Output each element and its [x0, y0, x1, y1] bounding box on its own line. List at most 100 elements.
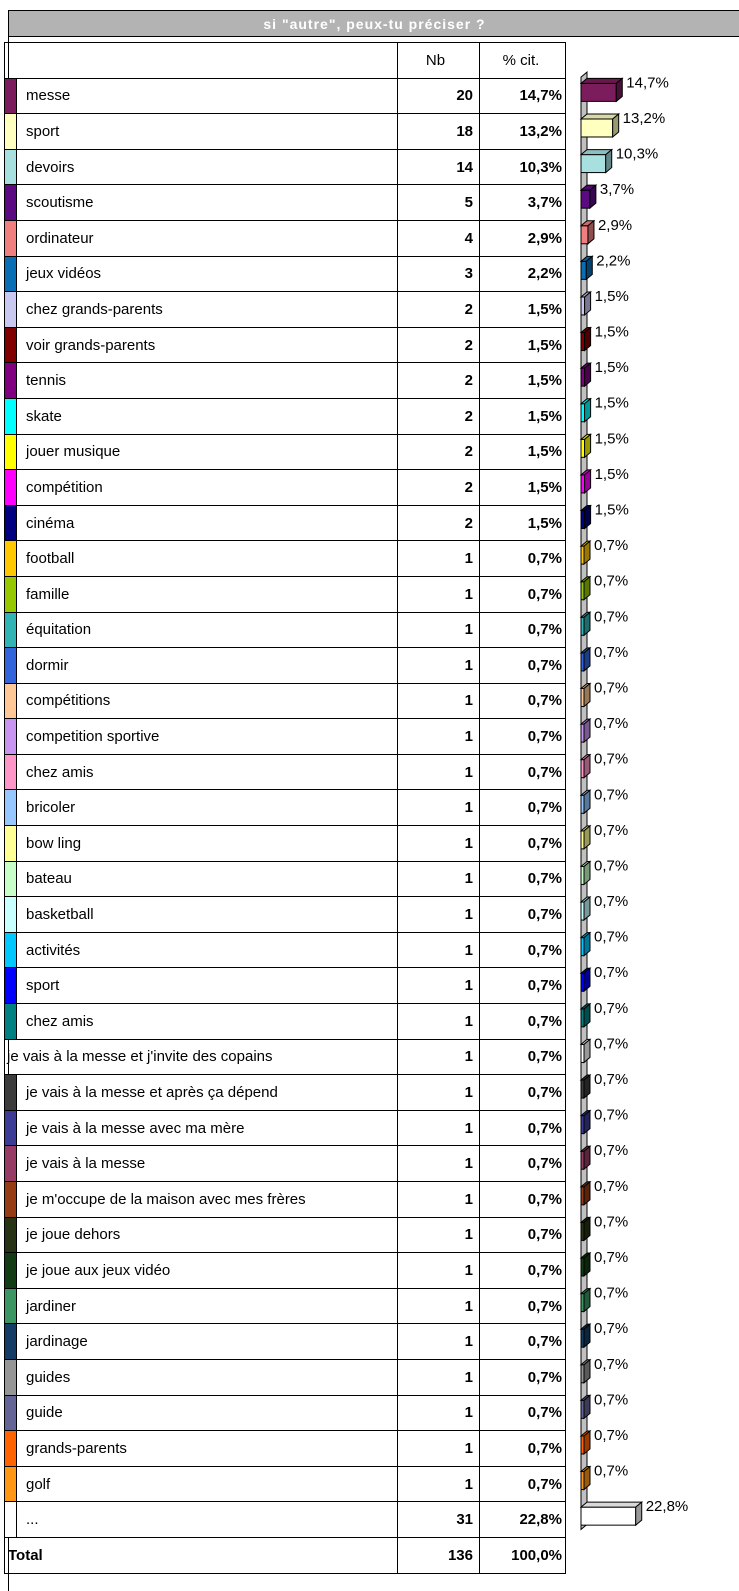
row-percent: 0,7% [479, 1216, 566, 1254]
row-percent: 14,7% [479, 77, 566, 115]
table-row: je joue aux jeux vidéo 1 0,7% [4, 1252, 566, 1289]
row-label-cell: équitation [4, 611, 398, 649]
bar-value-label: 0,7% [594, 1213, 628, 1230]
row-label-cell: basketball [4, 896, 398, 933]
bar-value-label: 0,7% [594, 1142, 628, 1159]
row-count: 2 [397, 504, 480, 542]
bar [579, 397, 592, 423]
legend-swatch [5, 968, 17, 1003]
row-percent: 2,2% [479, 255, 566, 293]
row-percent: 0,7% [479, 825, 566, 862]
row-count: 1 [397, 967, 480, 1005]
row-label: scoutisme [26, 194, 94, 212]
bar [579, 468, 592, 494]
row-label: tennis [26, 372, 67, 390]
bar-value-label: 0,7% [594, 786, 628, 803]
row-label-cell: sport [4, 967, 398, 1005]
row-label: football [26, 550, 75, 568]
table-row: compétition 2 1,5% [4, 469, 566, 506]
bar [579, 326, 592, 352]
bar-value-label: 1,5% [595, 466, 629, 483]
bar-value-label: 14,7% [626, 74, 669, 91]
row-label-cell: famille [4, 575, 398, 613]
results-table: Nb % cit. messe 20 14,7% sport 18 13,2% devoir… [4, 42, 566, 1574]
bar [579, 1323, 592, 1349]
row-label: je m'occupe de la maison avec mes frères [26, 1190, 306, 1208]
row-label-cell: guides [4, 1358, 398, 1396]
legend-swatch [5, 684, 17, 718]
table-row: équitation 1 0,7% [4, 611, 566, 649]
row-percent: 1,5% [479, 397, 566, 435]
bar [579, 1465, 592, 1491]
row-count: 20 [397, 77, 480, 115]
row-percent: 2,9% [479, 219, 566, 257]
bar [579, 148, 614, 174]
legend-swatch [5, 150, 17, 184]
bar-value-label: 0,7% [594, 1463, 628, 1480]
row-percent: 0,7% [479, 540, 566, 577]
row-label: basketball [26, 906, 94, 924]
legend-swatch [5, 506, 17, 540]
row-count: 1 [397, 718, 480, 755]
table-row: guides 1 0,7% [4, 1358, 566, 1396]
table-row: competition sportive 1 0,7% [4, 718, 566, 755]
row-label-cell: golf [4, 1465, 398, 1503]
bar [579, 1358, 592, 1384]
bar-value-label: 0,7% [594, 751, 628, 768]
row-label: jeux vidéos [26, 265, 102, 283]
bar-value-label: 0,7% [594, 1285, 628, 1302]
legend-swatch [5, 1396, 17, 1430]
legend-swatch [5, 826, 17, 861]
legend-swatch [5, 1431, 17, 1466]
bar-value-label: 3,7% [600, 181, 634, 198]
bar [579, 77, 624, 103]
table-row: compétitions 1 0,7% [4, 682, 566, 720]
legend-swatch [5, 435, 17, 469]
row-label-cell: tennis [4, 362, 398, 399]
row-label: guides [26, 1368, 71, 1386]
legend-swatch [5, 399, 17, 434]
table-row: scoutisme 5 3,7% [4, 184, 566, 221]
row-percent: 0,7% [479, 647, 566, 684]
bar [579, 1287, 592, 1313]
row-percent: 0,7% [479, 860, 566, 898]
row-label: chez amis [26, 763, 94, 781]
row-count: 2 [397, 433, 480, 471]
bar-value-label: 0,7% [594, 1178, 628, 1195]
legend-swatch [5, 1146, 17, 1181]
legend-swatch [5, 79, 17, 113]
header-pct: % cit. [479, 42, 566, 79]
table-row: ordinateur 4 2,9% [4, 219, 566, 257]
bar-value-label: 0,7% [594, 1000, 628, 1017]
row-label-cell: je joue aux jeux vidéo [4, 1252, 398, 1289]
row-label: devoirs [26, 158, 75, 176]
row-label: jardiner [26, 1297, 77, 1315]
row-label: voir grands-parents [26, 336, 156, 354]
table-row: guide 1 0,7% [4, 1394, 566, 1432]
bar-value-label: 0,7% [594, 715, 628, 732]
row-label-cell: skate [4, 397, 398, 435]
bar-value-label: 0,7% [594, 608, 628, 625]
bar [579, 362, 592, 388]
row-label-cell: grands-parents [4, 1430, 398, 1467]
row-count: 1 [397, 540, 480, 577]
row-percent: 10,3% [479, 148, 566, 186]
table-row: tennis 2 1,5% [4, 362, 566, 399]
bar [579, 1002, 592, 1028]
row-label-cell: chez grands-parents [4, 291, 398, 328]
bar [579, 290, 592, 317]
bar [579, 753, 592, 779]
legend-swatch [5, 648, 17, 683]
row-count: 14 [397, 148, 480, 186]
row-label: je vais à la messe [26, 1155, 146, 1173]
table-row: jouer musique 2 1,5% [4, 433, 566, 471]
bar [579, 1429, 592, 1456]
table-row: je m'occupe de la maison avec mes frères… [4, 1181, 566, 1218]
table-row: jardiner 1 0,7% [4, 1287, 566, 1325]
bar-value-label: 0,7% [594, 644, 628, 661]
bar [579, 575, 592, 601]
row-label: je vais à la messe avec ma mère [26, 1119, 245, 1137]
header-nb: Nb [397, 42, 480, 79]
bar [579, 1501, 644, 1527]
